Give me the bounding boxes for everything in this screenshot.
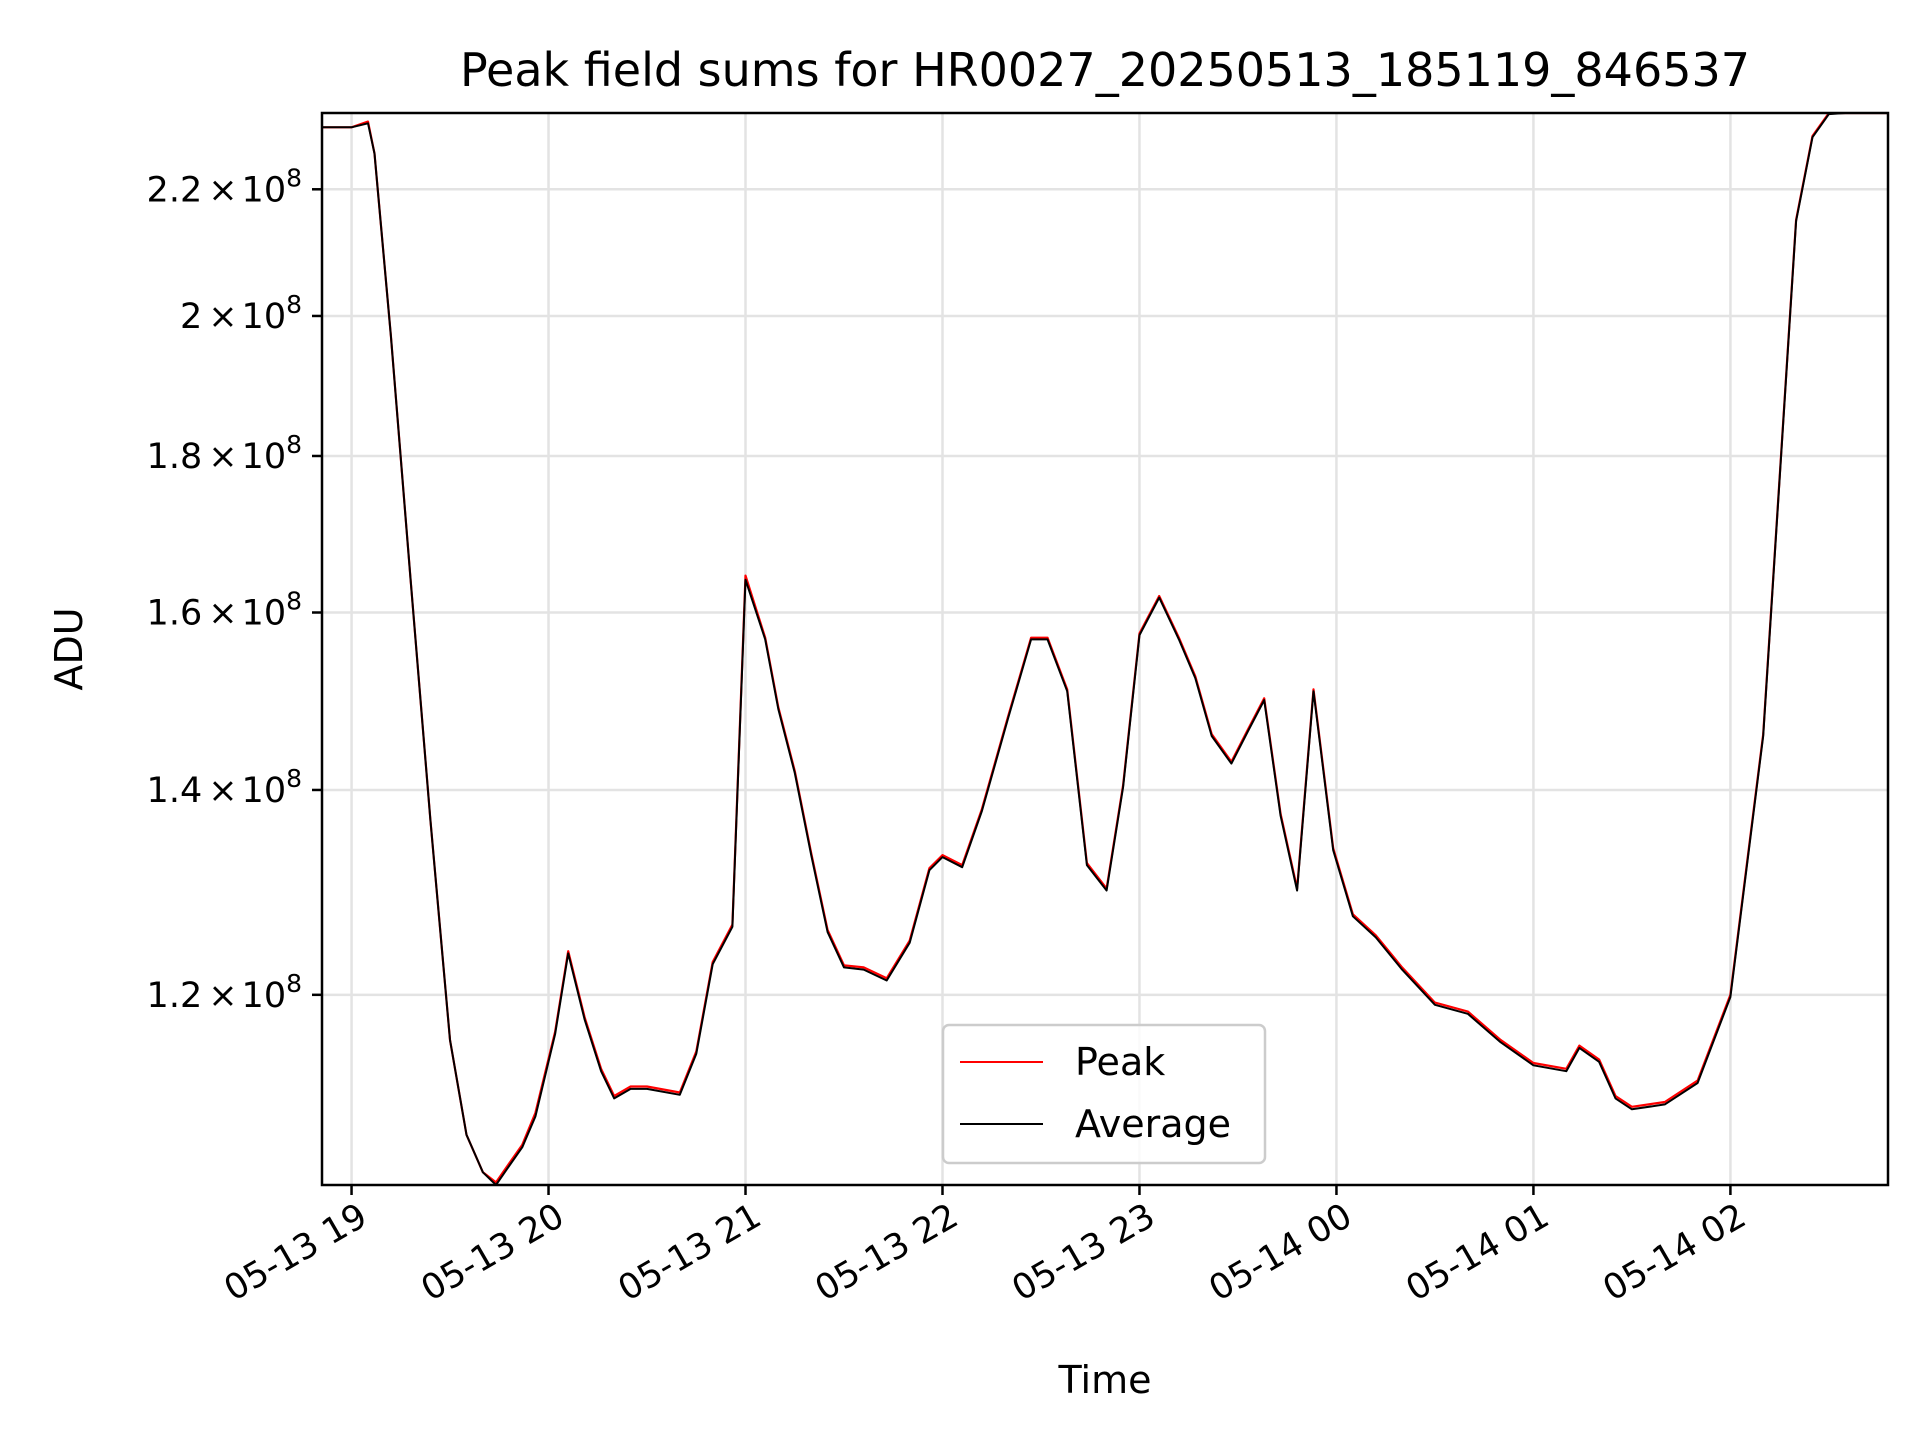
grid-layer — [322, 113, 1888, 1185]
y-tick-exponent: 8 — [286, 163, 302, 192]
x-axis-label: Time — [1058, 1358, 1152, 1402]
series-layer — [322, 113, 1888, 1185]
y-tick-times: × — [208, 170, 237, 210]
y-tick-times: × — [208, 976, 237, 1016]
y-tick-label: 1.6 × 108 — [147, 587, 302, 634]
y-tick-label: 1.8 × 108 — [147, 430, 302, 477]
y-tick-mantissa: 1.4 — [147, 771, 203, 811]
legend-label-peak: Peak — [1075, 1040, 1165, 1084]
legend-label-average: Average — [1075, 1102, 1231, 1146]
y-tick-mantissa: 1.2 — [147, 976, 203, 1016]
y-tick-exponent: 8 — [286, 290, 302, 319]
y-tick-label: 2 × 108 — [180, 290, 302, 337]
y-tick-times: × — [208, 437, 237, 477]
y-tick-base: 10 — [242, 297, 287, 337]
series-line-average — [322, 113, 1888, 1185]
y-tick-mantissa: 2.2 — [147, 170, 203, 210]
y-tick-base: 10 — [242, 594, 287, 634]
y-tick-times: × — [208, 297, 237, 337]
y-tick-mantissa: 1.6 — [147, 594, 203, 634]
y-tick-base: 10 — [242, 437, 287, 477]
y-tick-base: 10 — [242, 170, 287, 210]
legend-box — [941, 1023, 1267, 1165]
legend: Peak Average — [941, 1023, 1267, 1165]
y-tick-times: × — [208, 771, 237, 811]
chart-title: Peak field sums for HR0027_20250513_1851… — [460, 43, 1750, 97]
y-tick-mantissa: 2 — [180, 297, 202, 337]
y-tick-exponent: 8 — [286, 430, 302, 459]
y-tick-label: 1.2 × 108 — [147, 969, 302, 1016]
y-tick-mantissa: 1.8 — [147, 437, 203, 477]
y-tick-label: 2.2 × 108 — [147, 163, 302, 210]
y-tick-times: × — [208, 594, 237, 634]
y-tick-base: 10 — [242, 976, 287, 1016]
y-tick-base: 10 — [242, 771, 287, 811]
y-axis-label: ADU — [47, 607, 91, 690]
y-tick-exponent: 8 — [286, 587, 302, 616]
y-tick-label: 1.4 × 108 — [147, 764, 302, 811]
y-tick-exponent: 8 — [286, 969, 302, 998]
y-tick-exponent: 8 — [286, 764, 302, 793]
plot-frame — [320, 111, 1890, 1187]
